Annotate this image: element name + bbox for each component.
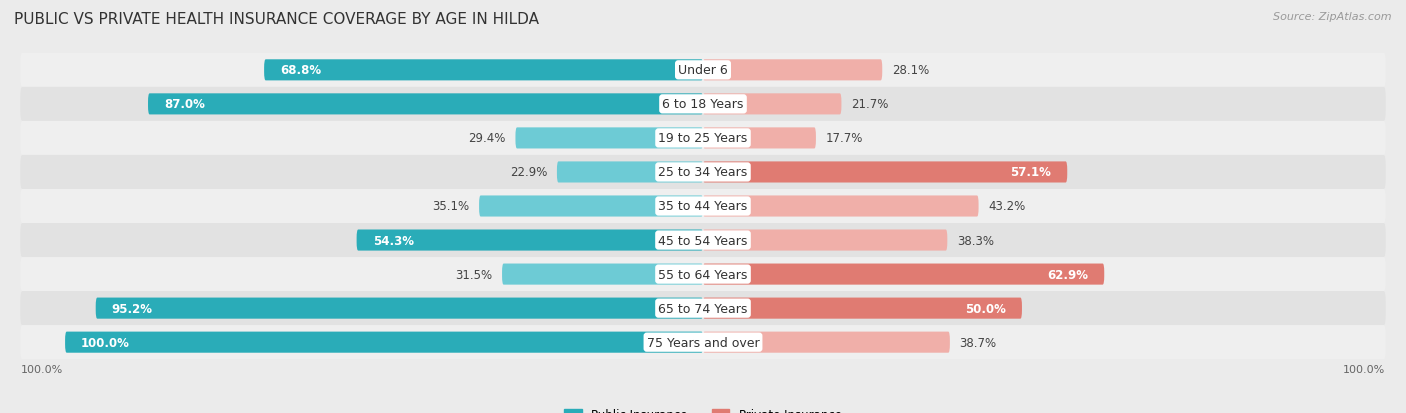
FancyBboxPatch shape [20,54,1386,88]
Text: Under 6: Under 6 [678,64,728,77]
FancyBboxPatch shape [20,88,1386,121]
FancyBboxPatch shape [148,94,703,115]
Text: 54.3%: 54.3% [373,234,413,247]
Text: 38.7%: 38.7% [959,336,997,349]
Text: 50.0%: 50.0% [965,302,1007,315]
Text: 100.0%: 100.0% [1343,364,1385,374]
FancyBboxPatch shape [20,190,1386,223]
FancyBboxPatch shape [20,257,1386,292]
Text: PUBLIC VS PRIVATE HEALTH INSURANCE COVERAGE BY AGE IN HILDA: PUBLIC VS PRIVATE HEALTH INSURANCE COVER… [14,12,538,27]
Text: 45 to 54 Years: 45 to 54 Years [658,234,748,247]
FancyBboxPatch shape [703,162,1067,183]
FancyBboxPatch shape [703,196,979,217]
FancyBboxPatch shape [516,128,703,149]
Text: 35.1%: 35.1% [433,200,470,213]
FancyBboxPatch shape [703,230,948,251]
Text: 68.8%: 68.8% [280,64,321,77]
FancyBboxPatch shape [264,60,703,81]
FancyBboxPatch shape [557,162,703,183]
FancyBboxPatch shape [20,156,1386,190]
Text: 75 Years and over: 75 Years and over [647,336,759,349]
Legend: Public Insurance, Private Insurance: Public Insurance, Private Insurance [564,408,842,413]
Text: 31.5%: 31.5% [456,268,492,281]
FancyBboxPatch shape [703,94,841,115]
Text: 6 to 18 Years: 6 to 18 Years [662,98,744,111]
FancyBboxPatch shape [20,121,1386,156]
Text: 22.9%: 22.9% [510,166,547,179]
FancyBboxPatch shape [502,264,703,285]
FancyBboxPatch shape [20,223,1386,257]
FancyBboxPatch shape [703,264,1104,285]
Text: 38.3%: 38.3% [957,234,994,247]
Text: 35 to 44 Years: 35 to 44 Years [658,200,748,213]
Text: 25 to 34 Years: 25 to 34 Years [658,166,748,179]
Text: 62.9%: 62.9% [1047,268,1088,281]
Text: 100.0%: 100.0% [21,364,63,374]
FancyBboxPatch shape [357,230,703,251]
FancyBboxPatch shape [703,128,815,149]
FancyBboxPatch shape [479,196,703,217]
Text: Source: ZipAtlas.com: Source: ZipAtlas.com [1274,12,1392,22]
Text: 29.4%: 29.4% [468,132,506,145]
Text: 28.1%: 28.1% [891,64,929,77]
Text: 65 to 74 Years: 65 to 74 Years [658,302,748,315]
Text: 43.2%: 43.2% [988,200,1025,213]
Text: 21.7%: 21.7% [851,98,889,111]
Text: 95.2%: 95.2% [111,302,153,315]
FancyBboxPatch shape [20,325,1386,359]
FancyBboxPatch shape [65,332,703,353]
FancyBboxPatch shape [96,298,703,319]
Text: 17.7%: 17.7% [825,132,863,145]
FancyBboxPatch shape [703,60,882,81]
FancyBboxPatch shape [703,332,950,353]
Text: 100.0%: 100.0% [82,336,129,349]
Text: 55 to 64 Years: 55 to 64 Years [658,268,748,281]
Text: 87.0%: 87.0% [165,98,205,111]
FancyBboxPatch shape [703,298,1022,319]
FancyBboxPatch shape [20,292,1386,325]
Text: 57.1%: 57.1% [1011,166,1052,179]
Text: 19 to 25 Years: 19 to 25 Years [658,132,748,145]
